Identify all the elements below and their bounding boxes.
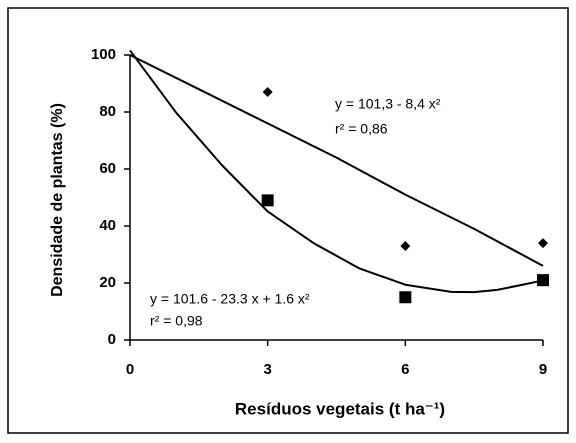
equation: y = 101.6 - 23.3 x + 1.6 x² bbox=[150, 291, 310, 307]
y-tick-label: 0 bbox=[108, 331, 116, 348]
square-marker bbox=[399, 291, 412, 304]
equation: r² = 0,86 bbox=[335, 121, 388, 137]
x-tick-label: 0 bbox=[126, 361, 134, 378]
y-tick-label: 80 bbox=[99, 103, 116, 120]
diamond-marker bbox=[262, 87, 273, 98]
square-marker bbox=[261, 194, 274, 207]
y-tick-label: 40 bbox=[99, 217, 116, 234]
x-tick-label: 6 bbox=[401, 361, 409, 378]
y-tick-label: 20 bbox=[99, 274, 116, 291]
diamond-marker bbox=[538, 238, 548, 249]
equation: r² = 0,98 bbox=[150, 313, 203, 329]
square-marker bbox=[537, 274, 549, 287]
y-axis-label: Densidade de plantas (%) bbox=[49, 103, 66, 297]
x-tick-label: 9 bbox=[539, 361, 547, 378]
frame bbox=[7, 7, 569, 434]
x-axis-label: Resíduos vegetais (t ha⁻¹) bbox=[235, 399, 445, 418]
diamond-marker bbox=[400, 240, 411, 251]
y-tick-label: 60 bbox=[99, 160, 116, 177]
fit-line bbox=[129, 49, 544, 294]
fit-line bbox=[129, 54, 544, 267]
x-tick-label: 3 bbox=[263, 361, 271, 378]
equation: y = 101,3 - 8,4 x² bbox=[335, 96, 441, 112]
y-tick-label: 100 bbox=[91, 46, 116, 63]
